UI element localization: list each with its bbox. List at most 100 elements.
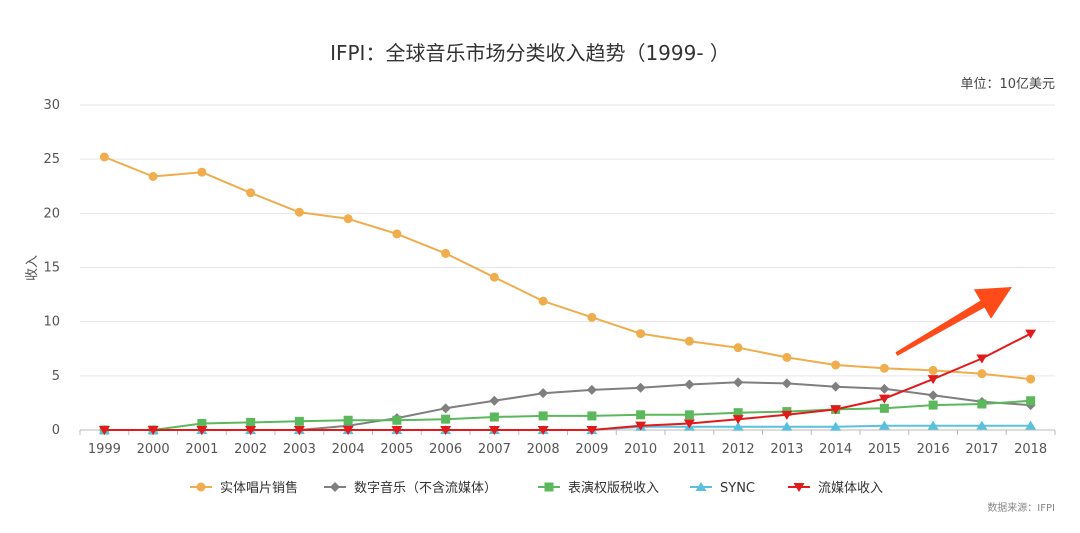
- data-point: [441, 248, 451, 258]
- data-point: [830, 381, 841, 392]
- data-point: [732, 421, 744, 431]
- trend-arrow: [895, 287, 1012, 356]
- data-point: [976, 354, 988, 364]
- data-point: [684, 336, 694, 346]
- series-line: [104, 156, 1031, 381]
- annotation-layer: [895, 287, 1012, 356]
- series-4: [98, 329, 1037, 435]
- data-point: [830, 405, 842, 415]
- x-tick-label: 2011: [673, 442, 706, 457]
- data-point: [830, 421, 842, 431]
- data-point: [98, 426, 110, 435]
- data-point: [976, 420, 988, 430]
- x-tick-label: 2009: [575, 442, 608, 457]
- data-point: [781, 421, 793, 431]
- data-point: [878, 420, 890, 430]
- series-layer: [98, 152, 1037, 435]
- data-point: [831, 360, 841, 370]
- x-tick-label: 2007: [478, 442, 511, 457]
- data-point: [928, 365, 938, 375]
- data-point: [343, 214, 353, 224]
- data-point: [246, 417, 256, 427]
- legend-label: 表演权版税收入: [568, 480, 659, 496]
- data-point: [782, 352, 792, 362]
- legend-label: SYNC: [720, 481, 755, 496]
- legend-item: 数字音乐（不含流媒体）: [324, 480, 497, 496]
- data-point: [977, 399, 987, 409]
- x-tick-label: 2015: [868, 442, 901, 457]
- data-point: [197, 167, 207, 177]
- data-point: [1025, 420, 1037, 430]
- data-point: [392, 415, 402, 425]
- y-tick-label: 5: [52, 369, 60, 384]
- chart-title: IFPI：全球音乐市场分类收入趋势（1999- ）: [330, 41, 730, 65]
- legend-item: 实体唱片销售: [190, 480, 298, 496]
- data-point: [245, 426, 257, 435]
- data-point: [293, 426, 305, 435]
- legend-label: 流媒体收入: [818, 481, 883, 496]
- y-tick-label: 0: [52, 423, 60, 438]
- legend-item: 表演权版税收入: [538, 480, 659, 496]
- data-point: [781, 410, 793, 420]
- data-point: [342, 426, 354, 435]
- x-tick-label: 2016: [917, 442, 950, 457]
- data-point: [879, 363, 889, 373]
- data-point: [733, 408, 743, 418]
- y-tick-label: 15: [43, 261, 60, 276]
- data-point: [586, 426, 598, 435]
- x-tick-label: 2013: [770, 442, 803, 457]
- series-0: [99, 152, 1036, 384]
- data-point: [537, 426, 549, 435]
- x-tick-label: 2003: [283, 442, 316, 457]
- data-point: [488, 426, 500, 435]
- x-tick-label: 2000: [137, 442, 170, 457]
- x-tick-label: 2012: [722, 442, 755, 457]
- x-tick-label: 2018: [1014, 442, 1047, 457]
- data-point: [197, 419, 207, 428]
- data-point: [392, 229, 402, 239]
- data-point: [147, 426, 159, 435]
- x-tick-label: 2001: [185, 442, 218, 457]
- data-point: [538, 296, 548, 306]
- data-point: [733, 377, 744, 388]
- data-point: [587, 411, 597, 421]
- data-point: [928, 400, 938, 410]
- data-point: [391, 426, 403, 435]
- legend-item: 流媒体收入: [788, 481, 883, 496]
- x-tick-label: 2005: [380, 442, 413, 457]
- legend-marker: [196, 482, 206, 492]
- data-point: [440, 403, 451, 414]
- data-point: [683, 419, 695, 429]
- data-point: [441, 414, 451, 424]
- data-point: [879, 403, 889, 413]
- grid-layer: [80, 104, 1055, 377]
- x-tick-label: 1999: [88, 442, 121, 457]
- x-tick-label: 2008: [527, 442, 560, 457]
- x-tick-label: 2014: [819, 442, 852, 457]
- y-tick-label: 10: [43, 315, 60, 330]
- data-point: [635, 421, 647, 431]
- series-2: [99, 396, 1036, 435]
- data-point: [684, 410, 694, 420]
- axis-layer: 0 5 10 15 20 25 30 1999 2000 2001 2002 2003 2004 2005…: [43, 98, 1056, 457]
- data-point: [927, 375, 939, 385]
- legend-marker: [330, 482, 340, 492]
- x-tick-label: 2002: [234, 442, 267, 457]
- data-point: [636, 410, 646, 420]
- data-point: [636, 329, 646, 339]
- data-point: [587, 312, 597, 322]
- data-point: [586, 384, 597, 395]
- series-line: [104, 399, 1031, 431]
- source-note: 数据来源：IFPI: [987, 501, 1055, 514]
- series-line: [104, 332, 1032, 431]
- data-point: [928, 390, 939, 401]
- data-point: [196, 426, 208, 435]
- x-tick-label: 2010: [624, 442, 657, 457]
- data-point: [1026, 374, 1036, 384]
- legend-item: SYNC: [690, 481, 755, 496]
- legend-label: 实体唱片销售: [220, 480, 298, 496]
- data-point: [538, 388, 549, 399]
- data-point: [733, 343, 743, 353]
- data-point: [927, 420, 939, 430]
